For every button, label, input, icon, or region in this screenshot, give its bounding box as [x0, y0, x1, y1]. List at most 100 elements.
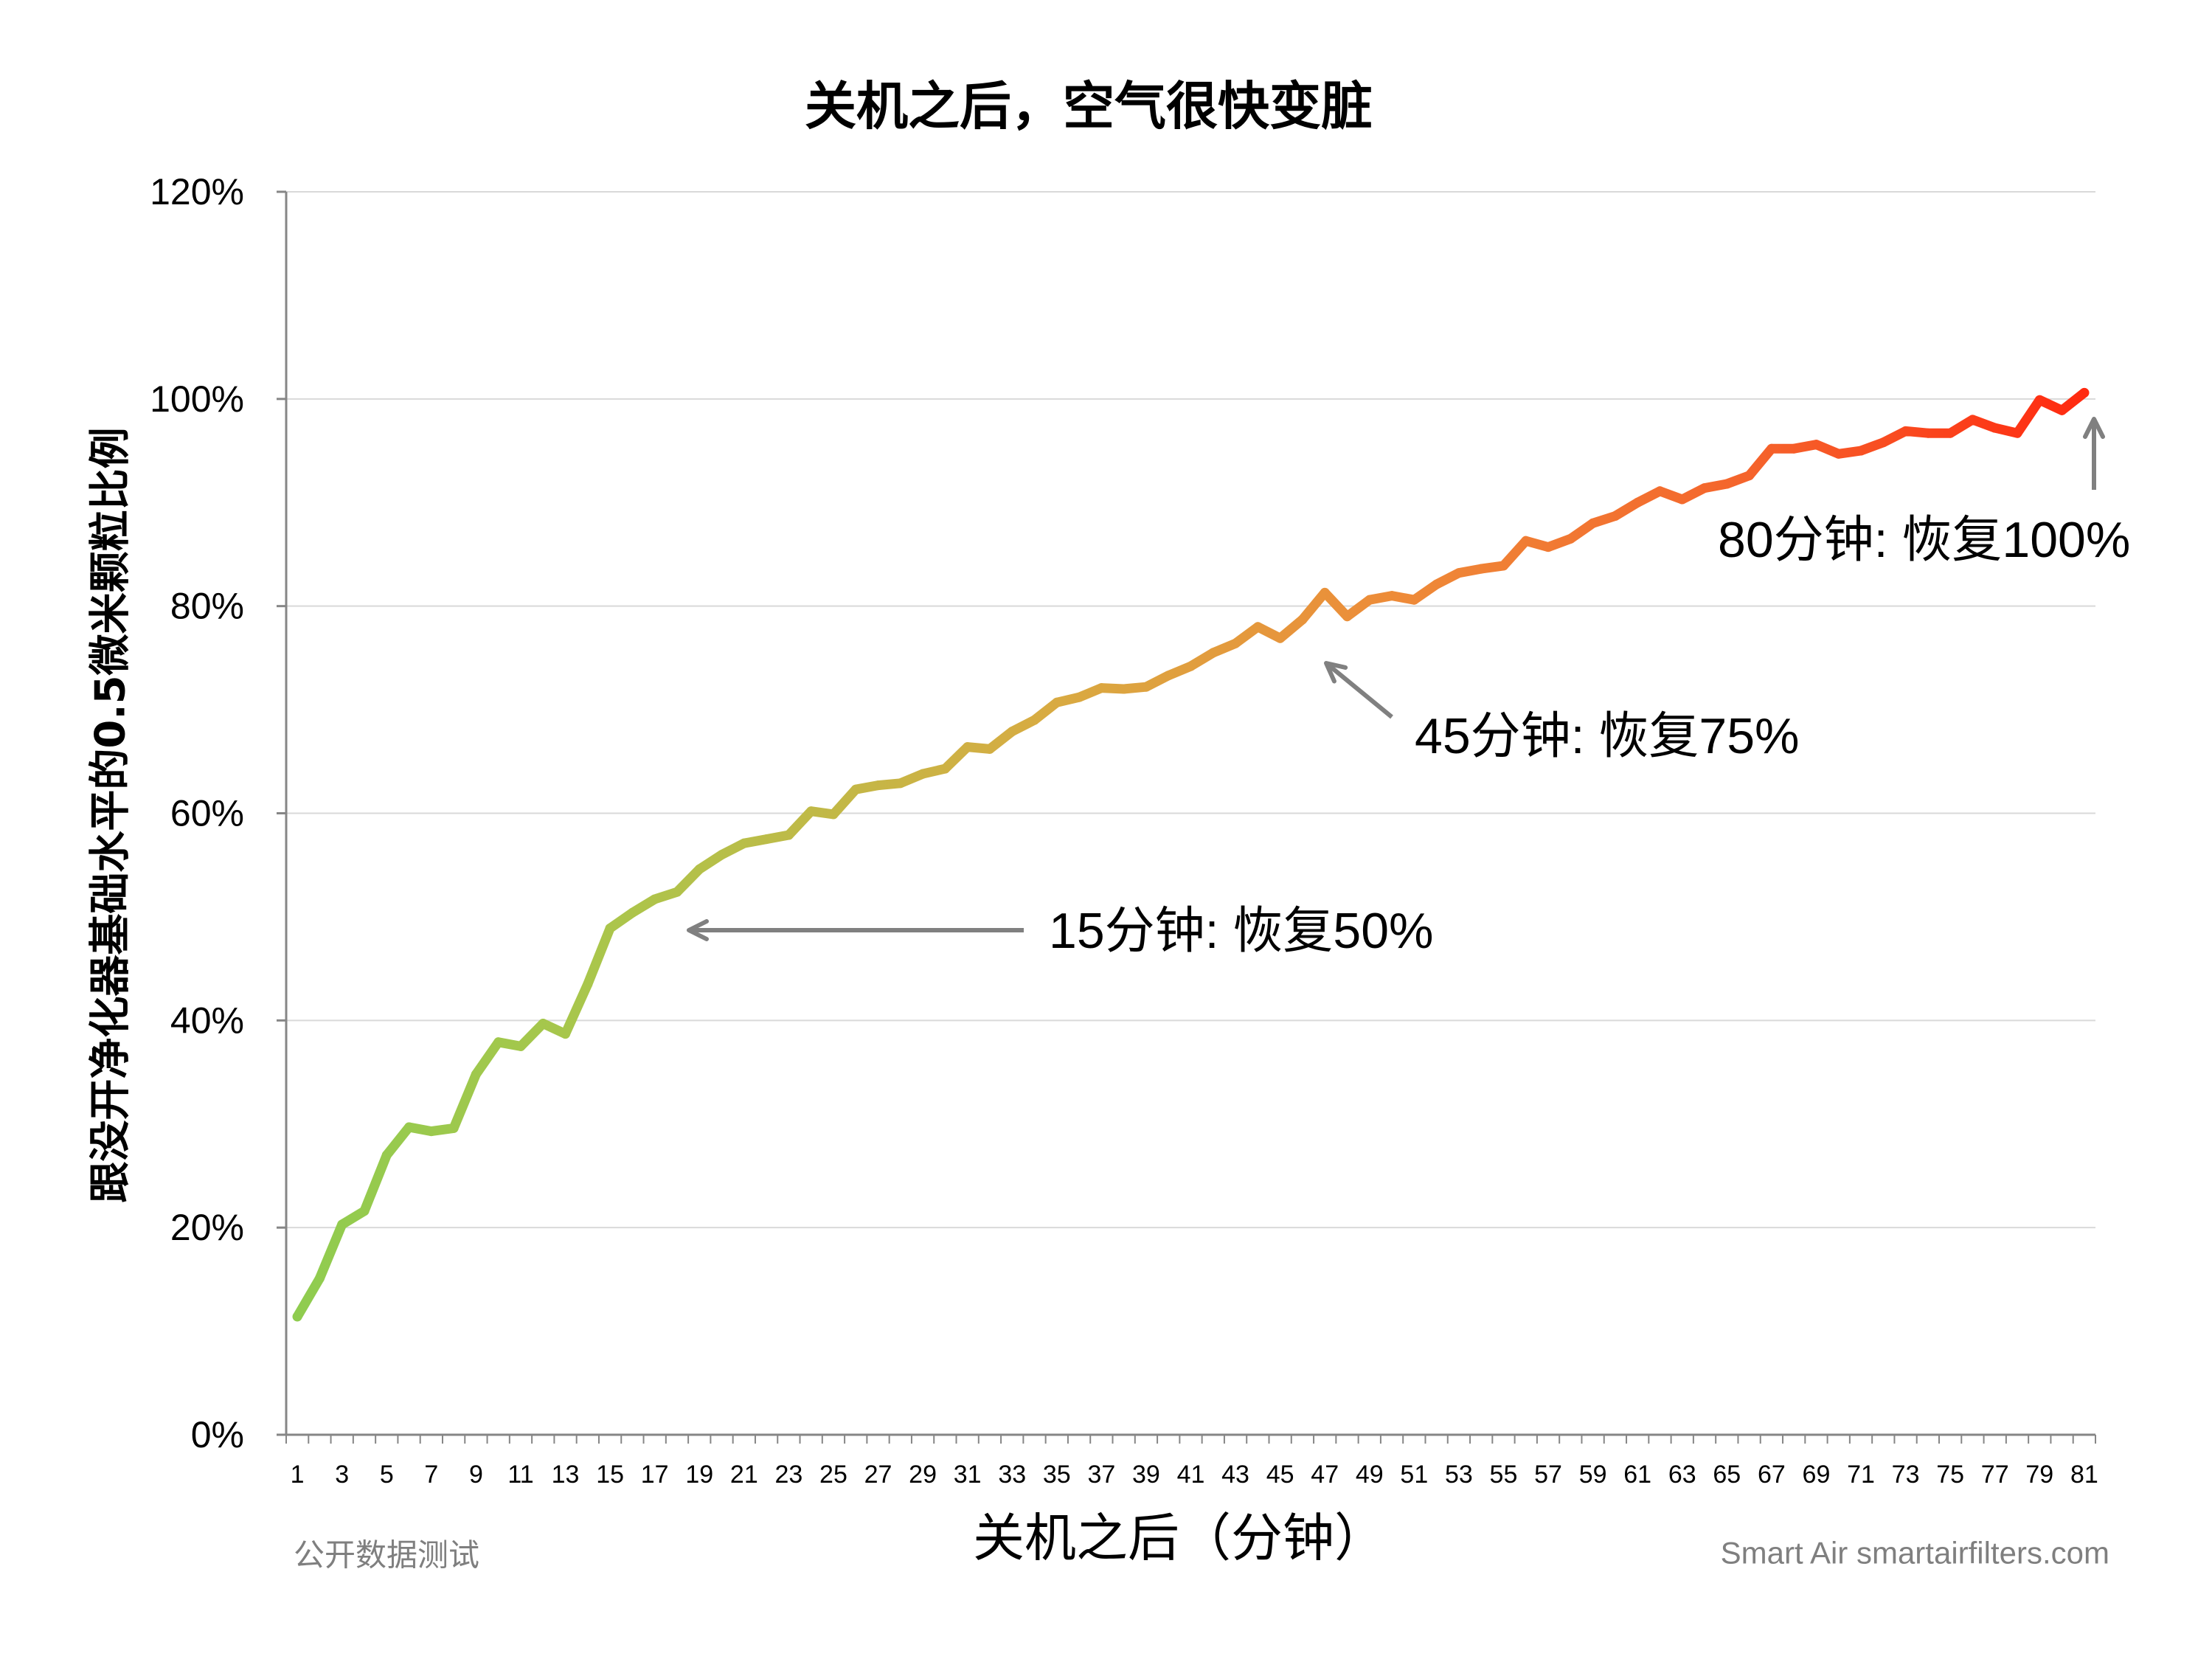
data-point — [426, 1126, 437, 1137]
annotation-label: 15分钟: 恢复50% — [1049, 903, 1434, 959]
x-tick-label: 17 — [641, 1461, 669, 1489]
data-point — [359, 1206, 370, 1216]
data-point — [471, 1069, 481, 1079]
x-tick-label: 75 — [1936, 1461, 1964, 1489]
data-point — [493, 1037, 504, 1047]
data-point — [895, 778, 906, 789]
data-point — [783, 830, 794, 840]
data-point — [1163, 671, 1173, 681]
data-point — [1990, 423, 2000, 433]
x-tick-label: 23 — [774, 1461, 802, 1489]
data-point — [627, 907, 637, 918]
y-axis-title: 跟没开净化器基础水平的0.5微米颗粒比例 — [87, 427, 135, 1202]
data-point — [538, 1019, 548, 1028]
data-point — [1476, 564, 1486, 574]
x-tick-label: 73 — [1892, 1461, 1920, 1489]
data-point — [1856, 446, 1866, 456]
data-point — [672, 887, 682, 897]
gridlines — [286, 191, 2095, 1229]
data-point — [1409, 595, 1419, 605]
data-point — [1230, 638, 1241, 648]
data-point — [2012, 428, 2022, 438]
data-point — [2057, 405, 2067, 415]
y-tick-label: 100% — [150, 378, 244, 420]
data-point — [1320, 587, 1330, 598]
data-point — [1543, 542, 1553, 553]
x-tick-label: 71 — [1847, 1461, 1875, 1489]
x-tick-label: 41 — [1177, 1461, 1205, 1489]
data-point — [292, 1312, 302, 1322]
data-point — [1521, 536, 1531, 546]
series — [292, 387, 2090, 1322]
annotation-arrow — [1324, 661, 1393, 719]
annotation-label: 45分钟: 恢复75% — [1415, 708, 1800, 764]
x-tick-label: 61 — [1623, 1461, 1651, 1489]
data-point — [1186, 661, 1196, 671]
y-tick-label: 40% — [170, 1000, 244, 1041]
data-point — [739, 838, 749, 848]
x-tick-label: 53 — [1445, 1461, 1473, 1489]
data-point — [918, 769, 928, 779]
x-tick-label: 3 — [335, 1461, 349, 1489]
x-tick-label: 33 — [998, 1461, 1026, 1489]
x-tick-label: 59 — [1579, 1461, 1607, 1489]
x-tick-label: 63 — [1668, 1461, 1696, 1489]
annotation-80min: 80分钟: 恢复100% — [1718, 417, 2130, 568]
data-point — [985, 744, 995, 754]
data-point — [1655, 486, 1665, 496]
y-tick-label: 80% — [170, 586, 244, 627]
x-tick-label: 51 — [1400, 1461, 1428, 1489]
data-point — [828, 809, 839, 820]
x-tick-label: 19 — [685, 1461, 713, 1489]
data-point — [873, 780, 883, 791]
x-axis-title: 关机之后（分钟） — [973, 1508, 1386, 1568]
data-point — [1699, 483, 1710, 493]
data-point — [2034, 395, 2045, 405]
x-tick-label: 15 — [596, 1461, 624, 1489]
y-tick-label: 0% — [191, 1414, 244, 1455]
data-point — [1432, 579, 1442, 589]
x-tick-label: 37 — [1087, 1461, 1115, 1489]
x-tick-label: 55 — [1490, 1461, 1518, 1489]
data-point — [1007, 727, 1017, 737]
x-tick-label: 29 — [909, 1461, 937, 1489]
x-tick-label: 7 — [424, 1461, 438, 1489]
data-point — [1297, 614, 1308, 625]
data-point — [850, 784, 861, 794]
x-tick-label: 67 — [1758, 1461, 1786, 1489]
data-point — [1588, 518, 1598, 528]
x-tick-label: 57 — [1534, 1461, 1562, 1489]
tick-labels: 0%20%40%60%80%100%120%1 3 5 7 9 11 13 15 17 19 21 2… — [150, 171, 2098, 1489]
data-point — [448, 1123, 459, 1133]
data-point — [1030, 715, 1039, 725]
data-point — [1342, 612, 1352, 622]
data-point — [1722, 479, 1732, 489]
x-tick-label: 31 — [954, 1461, 982, 1489]
x-tick-label: 39 — [1132, 1461, 1160, 1489]
data-point — [1789, 443, 1799, 454]
x-tick-label: 11 — [507, 1461, 533, 1489]
data-point — [2079, 387, 2090, 398]
x-tick-label: 79 — [2025, 1461, 2053, 1489]
chart-title: 关机之后，空气很快变脏 — [805, 76, 1373, 136]
data-point — [1744, 471, 1755, 481]
data-point — [605, 923, 615, 933]
data-point — [404, 1122, 415, 1132]
x-tick-label: 45 — [1266, 1461, 1294, 1489]
annotation-label: 80分钟: 恢复100% — [1718, 512, 2130, 568]
y-tick-label: 120% — [150, 171, 244, 212]
data-point — [717, 850, 727, 860]
data-point — [1052, 697, 1062, 707]
x-tick-label: 9 — [469, 1461, 483, 1489]
x-tick-label: 35 — [1043, 1461, 1071, 1489]
data-point — [806, 806, 817, 817]
data-point — [1967, 415, 1977, 425]
data-point — [1096, 683, 1106, 693]
data-point — [1923, 428, 1933, 438]
data-point — [1275, 633, 1286, 643]
axes — [277, 190, 2096, 1444]
y-tick-label: 20% — [170, 1207, 244, 1248]
data-point — [1878, 437, 1888, 448]
data-point — [337, 1219, 347, 1230]
